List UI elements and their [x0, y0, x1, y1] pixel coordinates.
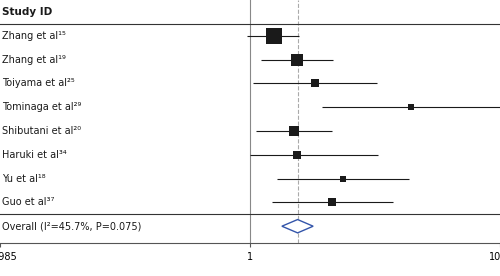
Text: Zhang et al¹⁵: Zhang et al¹⁵	[2, 31, 66, 41]
Point	[293, 57, 301, 62]
Text: Zhang et al¹⁹: Zhang et al¹⁹	[2, 55, 66, 65]
Text: Toiyama et al²⁵: Toiyama et al²⁵	[2, 78, 75, 88]
Point	[270, 33, 278, 38]
Text: Study ID: Study ID	[2, 7, 53, 17]
Point	[328, 200, 336, 205]
Point	[311, 81, 319, 86]
Text: Overall (I²=45.7%, P=0.075): Overall (I²=45.7%, P=0.075)	[2, 221, 142, 231]
Point	[293, 153, 301, 157]
Text: Tominaga et al²⁹: Tominaga et al²⁹	[2, 102, 82, 112]
Point	[339, 176, 347, 181]
Text: Haruki et al³⁴: Haruki et al³⁴	[2, 150, 67, 160]
Text: Guo et al³⁷: Guo et al³⁷	[2, 197, 55, 207]
Text: Yu et al¹⁸: Yu et al¹⁸	[2, 174, 46, 184]
Point	[407, 105, 415, 109]
Text: Shibutani et al²⁰: Shibutani et al²⁰	[2, 126, 82, 136]
Polygon shape	[282, 219, 313, 233]
Point	[290, 129, 298, 133]
